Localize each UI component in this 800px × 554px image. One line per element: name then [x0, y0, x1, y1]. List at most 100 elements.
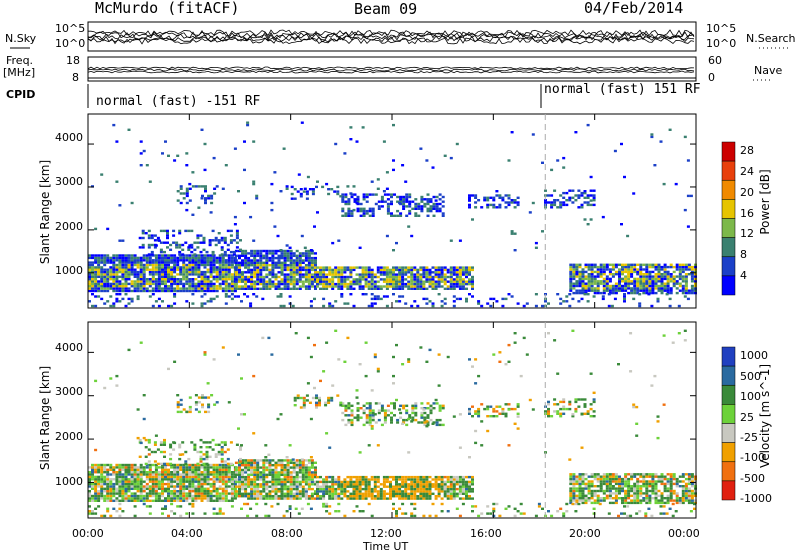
heatmap-cell	[209, 285, 213, 288]
heatmap-cell	[304, 497, 308, 500]
heatmap-cell	[274, 487, 278, 491]
heatmap-cell	[283, 475, 287, 479]
heatmap-cell	[624, 265, 628, 269]
heatmap-cell	[618, 270, 621, 274]
heatmap-cell	[411, 207, 415, 210]
heatmap-cell	[364, 275, 368, 279]
heatmap-cell	[343, 271, 347, 274]
heatmap-cell	[170, 471, 174, 474]
heatmap-cell	[358, 273, 362, 276]
heatmap-cell	[206, 300, 210, 303]
heatmap-cell	[215, 285, 219, 288]
heatmap-cell	[385, 271, 389, 274]
heatmap-cell	[289, 485, 293, 488]
heatmap-cell	[238, 490, 241, 493]
heatmap-cell	[121, 268, 125, 271]
heatmap-cell	[395, 480, 398, 484]
heatmap-cell	[163, 443, 166, 446]
heatmap-cell	[206, 478, 210, 481]
heatmap-cell	[621, 273, 624, 276]
heatmap-cell	[94, 278, 98, 281]
heatmap-cell	[645, 277, 649, 281]
heatmap-cell	[441, 205, 445, 208]
heatmap-cell	[207, 396, 211, 399]
heatmap-cell	[94, 485, 98, 488]
heatmap-cell	[328, 480, 332, 484]
heatmap-cell	[434, 495, 438, 498]
heatmap-cell	[319, 485, 322, 488]
heatmap-cell	[389, 490, 392, 493]
heatmap-cell	[314, 473, 317, 476]
heatmap-cell	[327, 188, 331, 191]
heatmap-cell	[88, 266, 91, 269]
heatmap-cell	[316, 280, 319, 283]
heatmap-cell	[138, 236, 142, 240]
heatmap-cell	[182, 197, 186, 200]
heatmap-cell	[103, 256, 107, 260]
heatmap-cell	[271, 497, 275, 500]
heatmap-cell	[145, 485, 149, 488]
heatmap-cell	[244, 471, 248, 474]
heatmap-cell	[672, 282, 676, 285]
heatmap-cell	[414, 411, 418, 415]
heatmap-cell	[420, 416, 424, 419]
heatmap-cell	[313, 225, 316, 228]
heatmap-cell	[88, 280, 91, 283]
heatmap-cell	[370, 490, 374, 493]
heatmap-cell	[461, 271, 465, 274]
heatmap-cell	[425, 497, 429, 500]
heatmap-cell	[468, 266, 471, 269]
heatmap-cell	[608, 268, 612, 271]
heatmap-cell	[115, 180, 119, 183]
heatmap-cell	[405, 404, 409, 407]
heatmap-cell	[455, 297, 459, 301]
heatmap-cell	[200, 463, 204, 467]
heatmap-cell	[188, 285, 192, 288]
heatmap-cell	[480, 206, 484, 209]
heatmap-cell	[148, 295, 152, 298]
heatmap-cell	[247, 497, 251, 500]
heatmap-cell	[292, 275, 296, 279]
heatmap-cell	[434, 487, 438, 491]
heatmap-cell	[380, 200, 384, 203]
heatmap-cell	[605, 289, 609, 292]
heatmap-cell	[250, 468, 254, 472]
heatmap-cell	[226, 243, 230, 247]
heatmap-cell	[346, 497, 350, 500]
heatmap-cell	[94, 280, 98, 283]
heatmap-cell	[666, 273, 670, 276]
heatmap-cell	[185, 268, 189, 271]
heatmap-cell	[262, 487, 266, 491]
heatmap-cell	[118, 492, 122, 495]
heatmap-cell	[461, 485, 465, 488]
heatmap-cell	[250, 464, 254, 467]
heatmap-cell	[362, 411, 366, 415]
heatmap-cell	[452, 487, 456, 491]
heatmap-cell	[416, 475, 420, 479]
heatmap-cell	[265, 485, 269, 488]
heatmap-cell	[139, 285, 143, 288]
heatmap-cell	[112, 275, 116, 278]
heatmap-cell	[681, 291, 685, 295]
heatmap-cell	[452, 282, 456, 286]
heatmap-cell	[358, 485, 362, 488]
heatmap-cell	[234, 264, 238, 267]
heatmap-cell	[361, 483, 365, 486]
heatmap-cell	[121, 275, 125, 278]
heatmap-cell	[358, 487, 362, 491]
heatmap-cell	[289, 275, 293, 279]
heatmap-cell	[581, 480, 585, 483]
heatmap-cell	[401, 285, 405, 288]
heatmap-cell	[660, 275, 664, 278]
heatmap-cell	[468, 497, 471, 500]
heatmap-cell	[199, 234, 203, 237]
heatmap-cell	[373, 487, 377, 491]
heatmap-cell	[304, 278, 308, 281]
heatmap-cell	[547, 412, 550, 415]
heatmap-cell	[277, 249, 281, 253]
heatmap-cell	[253, 485, 257, 488]
heatmap-cell	[194, 268, 198, 271]
heatmap-cell	[238, 266, 241, 269]
heatmap-cell	[437, 487, 441, 491]
heatmap-cell	[218, 259, 222, 262]
